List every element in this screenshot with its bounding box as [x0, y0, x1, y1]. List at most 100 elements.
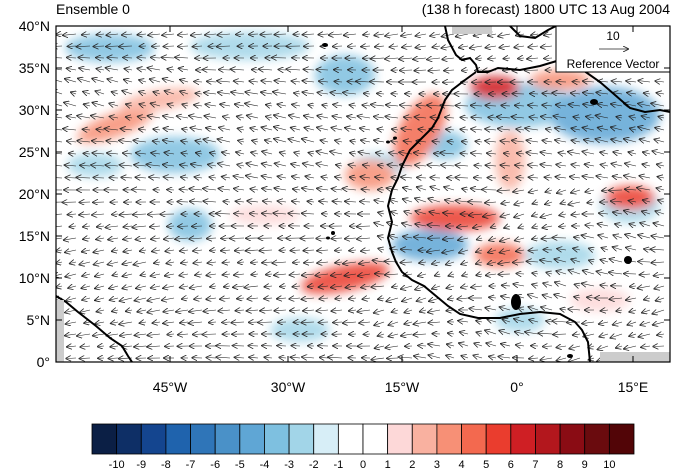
- wind-vector: [529, 250, 539, 251]
- wind-vector: [553, 321, 567, 322]
- wind-vector: [56, 91, 63, 94]
- wind-vector: [182, 104, 189, 106]
- wind-vector: [203, 189, 217, 191]
- wind-vector: [110, 117, 119, 119]
- wind-vector: [573, 248, 581, 250]
- wind-vector: [289, 115, 301, 118]
- wind-vector: [162, 34, 175, 35]
- wind-vector: [448, 298, 455, 299]
- wind-vector: [223, 117, 231, 119]
- wind-vector: [94, 46, 105, 47]
- wind-vector: [627, 93, 637, 94]
- wind-vector: [427, 250, 441, 252]
- wind-vector: [77, 116, 91, 118]
- wind-vector: [542, 105, 553, 106]
- wind-vector: [207, 238, 217, 239]
- wind-vector: [56, 250, 63, 251]
- wind-vector: [596, 92, 609, 94]
- wind-vector: [262, 176, 273, 178]
- wind-vector: [333, 322, 343, 323]
- colorbar-swatch: [485, 423, 512, 455]
- wind-vector: [178, 334, 189, 335]
- wind-vector: [364, 93, 371, 94]
- wind-vector: [461, 153, 469, 154]
- wind-vector: [304, 69, 315, 70]
- wind-vector: [329, 34, 343, 35]
- wind-vector: [151, 103, 161, 106]
- wind-vector: [317, 69, 329, 70]
- wind-vector: [418, 274, 427, 276]
- wind-vector: [82, 274, 91, 276]
- wind-vector: [471, 188, 483, 190]
- wind-vector: [180, 286, 189, 288]
- wind-vector: [236, 34, 245, 35]
- wind-vector: [611, 127, 623, 130]
- wind-vector: [652, 310, 665, 314]
- wind-vector: [151, 153, 161, 154]
- wind-vector: [378, 129, 385, 130]
- wind-vector: [583, 128, 595, 130]
- wind-vector: [153, 141, 161, 142]
- wind-vector: [92, 79, 105, 82]
- wind-vector: [234, 189, 245, 191]
- wind-vector: [596, 176, 609, 178]
- wind-vector: [302, 188, 315, 190]
- wind-vector: [193, 250, 203, 251]
- wind-vector: [462, 274, 469, 276]
- wind-vector: [489, 297, 497, 298]
- wind-vector: [545, 177, 553, 178]
- wind-vector: [56, 116, 63, 118]
- wind-vector: [302, 274, 315, 275]
- wind-vector: [456, 105, 469, 106]
- wind-vector: [96, 238, 105, 239]
- wind-vector: [569, 346, 581, 349]
- wind-vector: [501, 202, 511, 204]
- wind-vector: [77, 177, 91, 178]
- wind-vector: [93, 103, 105, 106]
- wind-vector: [427, 105, 441, 106]
- wind-vector: [402, 46, 413, 47]
- wind-vector: [247, 115, 259, 118]
- wind-vector: [233, 286, 245, 287]
- wind-vector: [113, 274, 118, 275]
- wind-vector: [571, 128, 581, 130]
- wind-vector: [568, 309, 581, 310]
- wind-vector: [108, 238, 119, 240]
- wind-vector: [67, 58, 77, 59]
- wind-vector: [574, 117, 581, 118]
- wind-vector: [261, 92, 273, 94]
- wind-vector: [219, 189, 231, 191]
- wind-vector: [81, 286, 91, 288]
- wind-vector: [628, 322, 637, 325]
- lon-label-15w: 15°W: [385, 379, 420, 395]
- wind-vector: [556, 105, 567, 106]
- wind-vector: [237, 298, 245, 299]
- wind-vector: [386, 105, 399, 106]
- wind-vector: [317, 310, 329, 311]
- coastline-europe-south: [509, 26, 557, 40]
- wind-vector: [585, 190, 595, 192]
- wind-vector: [223, 274, 231, 275]
- wind-vector: [68, 214, 77, 215]
- wind-vector: [238, 262, 245, 263]
- wind-vector: [112, 310, 119, 311]
- wind-vector: [56, 165, 63, 167]
- wind-vector: [429, 355, 441, 358]
- wind-vector: [167, 334, 175, 335]
- wind-vector: [462, 189, 469, 190]
- wind-vector: [251, 152, 259, 154]
- wind-vector: [180, 322, 189, 323]
- wind-vector: [335, 81, 343, 82]
- wind-vector: [400, 105, 413, 106]
- wind-vector: [414, 237, 427, 238]
- wind-vector: [92, 214, 105, 215]
- wind-vector: [373, 260, 385, 262]
- colorbar-swatch: [559, 423, 586, 455]
- wind-vector: [122, 262, 133, 264]
- wind-vector: [651, 103, 665, 106]
- wind-vector: [274, 139, 287, 142]
- wind-vector: [361, 286, 371, 288]
- wind-vector: [149, 177, 161, 178]
- wind-vector: [96, 129, 105, 130]
- wind-vector: [415, 70, 427, 71]
